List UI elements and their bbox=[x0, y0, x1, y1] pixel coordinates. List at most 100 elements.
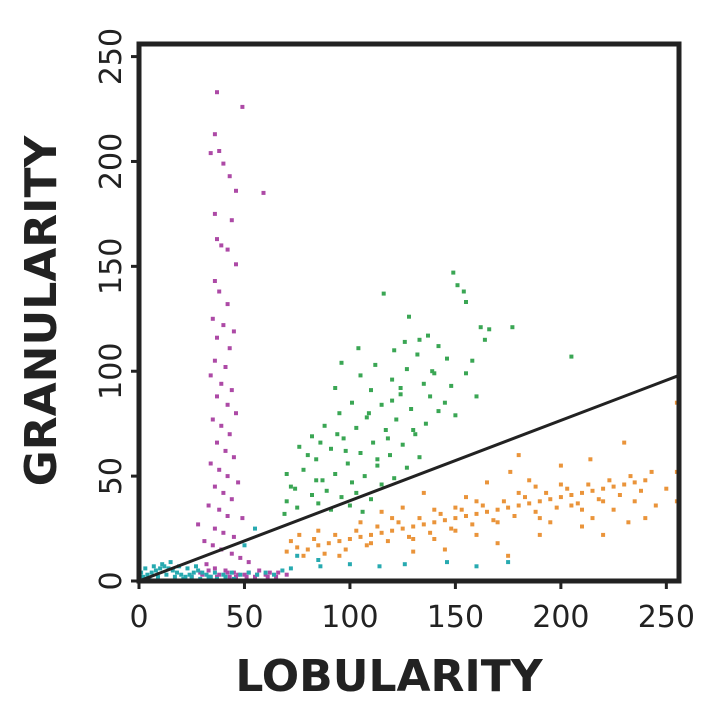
data-point-series-3 bbox=[470, 522, 475, 527]
data-point-series-3 bbox=[385, 539, 390, 544]
data-point-series-1 bbox=[267, 570, 272, 575]
data-point-series-1 bbox=[227, 432, 232, 437]
data-point-series-1 bbox=[231, 534, 236, 539]
data-point-series-2 bbox=[455, 283, 460, 288]
data-point-series-1 bbox=[215, 237, 219, 242]
data-point-series-1 bbox=[253, 574, 257, 579]
data-point-series-2 bbox=[329, 507, 333, 512]
data-point-series-2 bbox=[284, 472, 289, 476]
data-point-series-3 bbox=[575, 501, 580, 506]
data-point-series-1 bbox=[204, 562, 209, 567]
data-point-series-1 bbox=[217, 149, 222, 153]
data-point-series-2 bbox=[293, 486, 298, 491]
data-point-series-4 bbox=[204, 572, 209, 577]
data-point-series-2 bbox=[482, 337, 487, 342]
data-point-series-2 bbox=[375, 457, 380, 462]
data-point-series-4 bbox=[295, 553, 300, 558]
data-point-series-2 bbox=[329, 446, 333, 451]
data-point-series-3 bbox=[421, 490, 426, 495]
data-point-series-3 bbox=[588, 457, 593, 462]
data-point-series-1 bbox=[206, 568, 211, 573]
data-point-series-2 bbox=[288, 484, 293, 489]
data-point-series-2 bbox=[428, 394, 433, 399]
data-point-series-3 bbox=[632, 480, 637, 485]
data-point-series-4 bbox=[212, 570, 217, 575]
x-tick-label: 100 bbox=[321, 600, 378, 635]
data-point-series-3 bbox=[533, 509, 538, 514]
data-point-series-4 bbox=[172, 574, 177, 579]
data-point-series-3 bbox=[442, 518, 447, 523]
data-point-series-3 bbox=[459, 507, 464, 512]
data-point-series-3 bbox=[639, 488, 643, 493]
data-point-series-3 bbox=[628, 474, 633, 479]
data-point-series-3 bbox=[369, 532, 373, 537]
data-point-series-1 bbox=[240, 104, 245, 109]
data-point-series-4 bbox=[255, 572, 260, 577]
data-point-series-3 bbox=[495, 541, 500, 546]
data-point-series-1 bbox=[265, 574, 270, 579]
data-point-series-3 bbox=[417, 516, 422, 521]
data-point-series-3 bbox=[558, 463, 563, 468]
data-point-series-1 bbox=[223, 448, 228, 453]
data-point-series-1 bbox=[217, 507, 222, 512]
data-point-series-1 bbox=[208, 151, 213, 156]
y-tick-label: 250 bbox=[94, 28, 129, 85]
tick-marks bbox=[131, 55, 668, 589]
data-point-series-1 bbox=[223, 365, 228, 369]
data-point-series-3 bbox=[548, 497, 553, 502]
x-tick-label: 50 bbox=[225, 600, 263, 635]
data-point-series-2 bbox=[449, 383, 454, 388]
data-point-series-3 bbox=[495, 507, 500, 512]
data-point-series-2 bbox=[295, 505, 300, 510]
data-point-series-2 bbox=[430, 369, 435, 374]
data-point-series-3 bbox=[512, 514, 517, 518]
data-point-series-2 bbox=[390, 377, 395, 382]
data-point-series-2 bbox=[354, 425, 359, 430]
data-point-series-1 bbox=[208, 461, 213, 466]
data-point-series-4 bbox=[506, 560, 511, 565]
data-point-series-2 bbox=[347, 503, 352, 508]
data-point-series-2 bbox=[383, 428, 388, 432]
data-point-series-3 bbox=[343, 547, 348, 552]
data-point-series-4 bbox=[474, 564, 479, 569]
data-point-series-2 bbox=[322, 423, 327, 428]
data-point-series-1 bbox=[257, 568, 262, 573]
data-point-series-1 bbox=[210, 543, 215, 548]
data-point-series-3 bbox=[322, 551, 327, 556]
data-point-series-1 bbox=[225, 474, 230, 479]
data-point-series-4 bbox=[183, 574, 188, 579]
data-point-series-3 bbox=[337, 539, 342, 544]
data-point-series-3 bbox=[617, 493, 622, 497]
data-point-series-1 bbox=[225, 302, 230, 307]
data-point-series-3 bbox=[432, 537, 437, 541]
data-point-series-1 bbox=[227, 574, 232, 579]
data-point-series-3 bbox=[565, 486, 570, 491]
data-point-series-3 bbox=[326, 541, 331, 546]
data-point-series-3 bbox=[428, 530, 433, 535]
data-point-series-1 bbox=[219, 423, 224, 428]
data-point-series-2 bbox=[392, 348, 397, 353]
data-point-series-3 bbox=[611, 484, 616, 489]
data-point-series-3 bbox=[569, 503, 574, 508]
data-point-series-3 bbox=[411, 537, 416, 541]
data-point-series-3 bbox=[506, 553, 511, 558]
data-point-series-3 bbox=[622, 482, 627, 487]
data-point-series-4 bbox=[316, 558, 321, 562]
data-point-series-2 bbox=[324, 488, 329, 493]
data-point-series-2 bbox=[320, 478, 325, 483]
data-point-series-3 bbox=[347, 537, 352, 541]
x-tick-label: 150 bbox=[427, 600, 484, 635]
data-point-series-2 bbox=[350, 400, 354, 405]
data-point-series-1 bbox=[276, 570, 281, 575]
data-point-series-2 bbox=[371, 440, 376, 445]
data-point-series-4 bbox=[318, 564, 323, 569]
data-point-series-1 bbox=[225, 247, 230, 252]
data-point-series-3 bbox=[295, 545, 300, 550]
data-point-series-1 bbox=[238, 555, 243, 560]
data-point-series-4 bbox=[445, 560, 449, 565]
data-point-series-3 bbox=[664, 486, 669, 491]
data-point-series-3 bbox=[364, 543, 369, 548]
data-point-series-2 bbox=[284, 499, 289, 504]
data-point-series-1 bbox=[206, 503, 211, 508]
data-point-series-2 bbox=[421, 381, 426, 386]
